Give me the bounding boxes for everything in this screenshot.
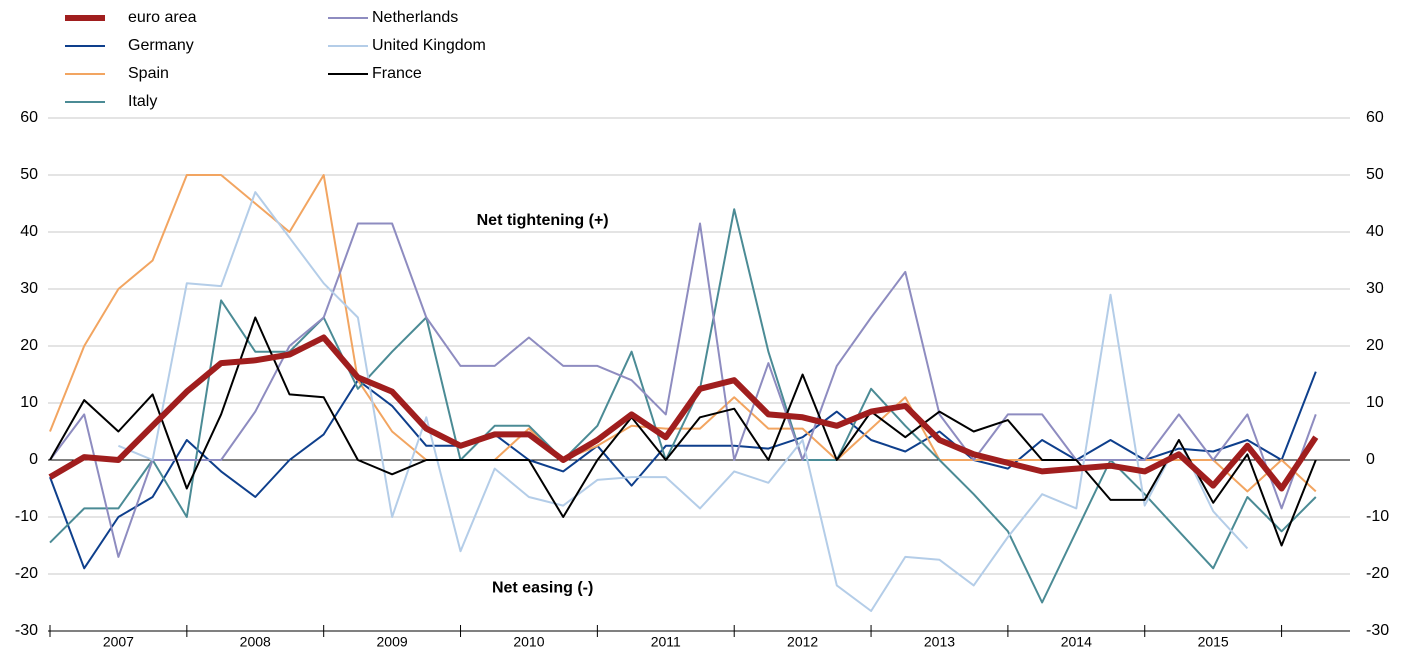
y-tick-label: -30 — [15, 622, 38, 639]
series-line — [49, 174, 1317, 493]
y2-tick-label: 10 — [1366, 394, 1384, 411]
x-tick-label: 2008 — [240, 634, 271, 650]
y2-tick-label: 0 — [1366, 451, 1375, 468]
series-line — [48, 334, 1319, 492]
y-tick-label: 40 — [20, 223, 38, 240]
legend-label: euro area — [128, 9, 197, 26]
legend-label: Netherlands — [372, 9, 458, 26]
y2-tick-label: 40 — [1366, 223, 1384, 240]
series-line — [49, 208, 1317, 604]
y2-tick-label: 50 — [1366, 166, 1384, 183]
series-line — [49, 222, 1317, 558]
x-tick-label: 2012 — [787, 634, 818, 650]
legend-label: Germany — [128, 37, 194, 54]
y-tick-label: 60 — [20, 109, 38, 126]
series-line — [49, 371, 1317, 570]
y-tick-label: 30 — [20, 280, 38, 297]
y2-tick-label: -20 — [1366, 565, 1389, 582]
y-tick-label: 10 — [20, 394, 38, 411]
legend-label: France — [372, 65, 422, 82]
y-tick-label: 0 — [29, 451, 38, 468]
x-tick-label: 2007 — [103, 634, 134, 650]
y2-tick-label: 60 — [1366, 109, 1384, 126]
x-tick-label: 2010 — [513, 634, 544, 650]
y-tick-label: -10 — [15, 508, 38, 525]
legend-label: United Kingdom — [372, 37, 486, 54]
legend-label: Italy — [128, 93, 157, 110]
y2-tick-label: 30 — [1366, 280, 1384, 297]
series-line — [49, 316, 1317, 547]
y-tick-label: 50 — [20, 166, 38, 183]
annotation: Net easing (-) — [492, 579, 593, 596]
x-tick-label: 2015 — [1198, 634, 1229, 650]
y2-tick-label: -30 — [1366, 622, 1389, 639]
x-tick-label: 2013 — [924, 634, 955, 650]
y-tick-label: 20 — [20, 337, 38, 354]
legend-label: Spain — [128, 65, 169, 82]
y-tick-label: -20 — [15, 565, 38, 582]
y2-tick-label: 20 — [1366, 337, 1384, 354]
x-tick-label: 2011 — [651, 634, 681, 650]
x-tick-label: 2014 — [1061, 634, 1092, 650]
series-line — [118, 191, 1249, 612]
y2-tick-label: -10 — [1366, 508, 1389, 525]
x-tick-label: 2009 — [377, 634, 408, 650]
annotation: Net tightening (+) — [477, 212, 609, 229]
